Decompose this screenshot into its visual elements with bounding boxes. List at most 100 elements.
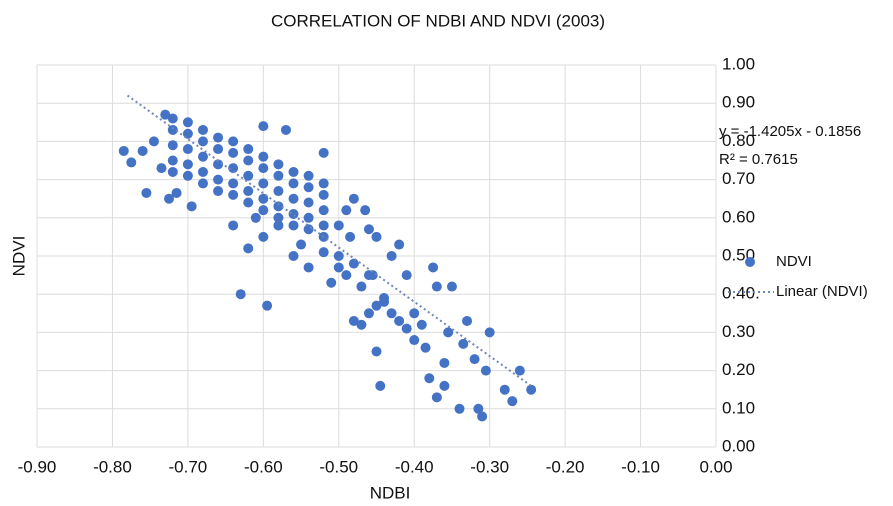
point	[171, 187, 182, 198]
x-tick-label: -0.50	[319, 457, 358, 476]
point	[454, 403, 465, 414]
point	[333, 262, 344, 273]
point	[288, 166, 299, 177]
point	[318, 247, 329, 258]
chart-title: CORRELATION OF NDBI AND NDVI (2003)	[271, 11, 605, 30]
point	[367, 270, 378, 281]
point	[160, 109, 171, 120]
r-squared: R² = 0.7615	[719, 151, 798, 168]
x-tick-label: -0.70	[169, 457, 208, 476]
point	[243, 170, 254, 181]
point	[409, 335, 420, 346]
point	[514, 365, 525, 376]
point	[526, 384, 537, 395]
point	[280, 124, 291, 135]
point	[288, 251, 299, 261]
point	[288, 208, 299, 219]
legend-label: Linear (NDVI)	[776, 283, 868, 300]
point	[341, 205, 352, 216]
point	[126, 157, 137, 168]
point	[296, 239, 307, 250]
point	[156, 163, 167, 174]
point	[348, 258, 359, 269]
x-tick-label: -0.90	[18, 457, 57, 476]
point	[288, 220, 299, 231]
point	[484, 327, 495, 338]
point	[137, 145, 148, 156]
y-tick-label: 0.80	[722, 131, 755, 150]
point	[141, 187, 152, 198]
point	[371, 346, 382, 357]
point	[258, 205, 269, 216]
point	[197, 136, 208, 147]
point	[326, 277, 337, 288]
point	[235, 289, 246, 300]
point	[148, 136, 159, 147]
point	[401, 323, 412, 334]
point	[507, 396, 518, 407]
point	[228, 189, 239, 200]
point	[333, 251, 344, 261]
point	[348, 193, 359, 204]
point	[167, 113, 178, 124]
x-tick-label: 0.00	[699, 457, 732, 476]
y-axis-title: NDVI	[9, 236, 28, 277]
point	[258, 151, 269, 162]
point	[167, 140, 178, 151]
point	[431, 281, 442, 292]
point	[197, 166, 208, 177]
point	[356, 281, 367, 292]
point	[443, 327, 454, 338]
point	[428, 262, 439, 273]
point	[182, 144, 193, 155]
point	[394, 315, 405, 326]
point	[273, 201, 284, 212]
point	[401, 270, 412, 281]
point	[262, 300, 273, 311]
equation: y = -1.4205x - 0.1856	[719, 123, 861, 140]
point	[341, 270, 352, 281]
point	[197, 124, 208, 135]
point	[228, 178, 239, 189]
point	[386, 308, 397, 319]
point	[186, 201, 197, 212]
point	[197, 178, 208, 189]
y-tick-label: 0.40.	[722, 284, 760, 303]
point	[303, 212, 314, 223]
point	[318, 189, 329, 200]
point	[243, 186, 254, 197]
point	[213, 159, 224, 170]
point	[258, 121, 269, 132]
point	[356, 319, 367, 330]
point	[273, 159, 284, 170]
y-tick-label: 0.20	[722, 360, 755, 379]
point	[318, 220, 329, 231]
point	[243, 243, 254, 254]
point	[182, 117, 193, 128]
legend-swatch	[745, 257, 755, 267]
point	[164, 193, 175, 204]
point	[258, 163, 269, 174]
point	[167, 155, 178, 166]
point	[363, 224, 374, 235]
point	[303, 224, 314, 235]
y-tick-label: 0.00	[722, 436, 755, 455]
point	[303, 197, 314, 208]
point	[182, 159, 193, 170]
x-tick-label: -0.60	[244, 457, 283, 476]
point	[213, 186, 224, 197]
point	[371, 231, 382, 242]
x-tick-label: -0.80	[93, 457, 132, 476]
point	[416, 319, 427, 330]
point	[473, 403, 484, 414]
point	[345, 231, 356, 242]
point	[288, 178, 299, 189]
point	[213, 132, 224, 143]
y-tick-label: 0.90	[722, 93, 755, 112]
point	[360, 205, 371, 216]
point	[318, 205, 329, 216]
point	[228, 163, 239, 174]
y-tick-label: 0.70	[722, 169, 755, 188]
point	[379, 293, 390, 304]
